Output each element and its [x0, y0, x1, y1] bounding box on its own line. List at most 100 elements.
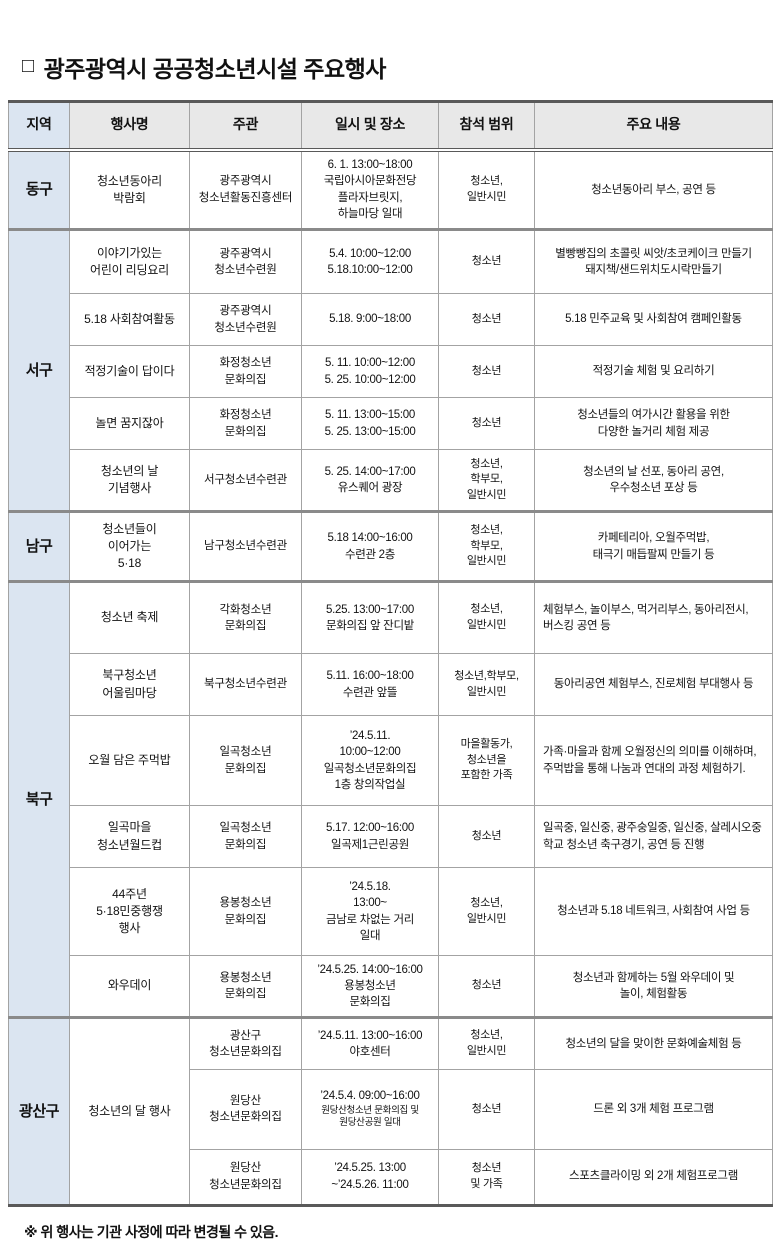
table-row: 북구청소년 어울림마당 북구청소년수련관 5.11. 16:00~18:00 수… [9, 653, 773, 716]
detail-cell: 동아리공연 체험부스, 진로체험 부대행사 등 [534, 653, 773, 716]
detail-cell: 청소년의 달을 맞이한 문화예술체험 등 [534, 1016, 773, 1070]
table-row: 오월 담은 주먹밥 일곡청소년 문화의집 ’24.5.11. 10:00~12:… [9, 715, 773, 806]
org-cell: 용봉청소년 문화의집 [189, 955, 302, 1018]
event-cell: 44주년 5·18민중행쟁 행사 [69, 867, 190, 956]
detail-cell: 5.18 민주교육 및 사회참여 캠페인활동 [534, 293, 773, 346]
attend-cell: 청소년 [438, 228, 535, 294]
table-row: 서구 이야기가있는 어린이 리딩요리 광주광역시 청소년수련원 5.4. 10:… [8, 228, 773, 512]
when-cell: 5.25. 13:00~17:00 문화의집 앞 잔디밭 [301, 580, 439, 654]
event-cell: 북구청소년 어울림마당 [69, 653, 190, 716]
region-cell: 서구 [8, 228, 70, 512]
event-cell: 일곡마을 청소년월드컵 [69, 805, 190, 868]
org-cell: 원당산 청소년문화의집 [189, 1069, 302, 1150]
table-row: 일곡마을 청소년월드컵 일곡청소년 문화의집 5.17. 12:00~16:00… [9, 805, 773, 868]
when-cell: ’24.5.4. 09:00~16:00 원당산청소년 문화의집 및 원당산공원… [301, 1069, 439, 1150]
when-main-text: ’24.5.4. 09:00~16:00 [320, 1090, 420, 1103]
detail-cell: 체험부스, 놀이부스, 먹거리부스, 동아리전시, 버스킹 공연 등 [534, 580, 773, 654]
region-cell: 남구 [8, 510, 70, 582]
col-header-when: 일시 및 장소 [301, 101, 439, 152]
table-row: 놀면 꿈지잖아 화정청소년 문화의집 5. 11. 13:00~15:00 5.… [9, 397, 773, 450]
when-cell: 5.18 14:00~16:00 수련관 2층 [301, 510, 439, 582]
event-cell: 청소년 축제 [69, 580, 190, 654]
detail-cell: 청소년의 날 선포, 동아리 공연, 우수청소년 포상 등 [534, 449, 773, 512]
page-title-text: 광주광역시 공공청소년시설 주요행사 [43, 56, 387, 82]
table-row: 와우데이 용봉청소년 문화의집 ’24.5.25. 14:00~16:00 용봉… [9, 955, 773, 1018]
event-cell: 와우데이 [69, 955, 190, 1018]
header-row: 지역 행사명 주관 일시 및 장소 참석 범위 주요 내용 [8, 101, 773, 152]
detail-cell: 카페테리아, 오월주먹밥, 태극기 매듭팔찌 만들기 등 [534, 510, 773, 582]
org-cell: 일곡청소년 문화의집 [189, 715, 302, 806]
attend-cell: 청소년, 일반시민 [438, 149, 535, 230]
when-cell: ’24.5.18. 13:00~ 금남로 차없는 거리 일대 [301, 867, 439, 956]
attend-cell: 청소년 [438, 345, 535, 398]
detail-cell: 가족·마을과 함께 오월정신의 의미를 이해하며, 주먹밥을 통해 나눔과 연대… [534, 715, 773, 806]
org-cell: 화정청소년 문화의집 [189, 397, 302, 450]
footnote: ※ 위 행사는 기관 사정에 따라 변경될 수 있음. [24, 1223, 279, 1240]
when-cell: ’24.5.11. 13:00~16:00 야호센터 [301, 1016, 439, 1070]
table-row: 청소년의 날 기념행사 서구청소년수련관 5. 25. 14:00~17:00 … [9, 449, 773, 512]
event-cell: 놀면 꿈지잖아 [69, 397, 190, 450]
col-header-org: 주관 [189, 101, 302, 152]
table-row: 북구 청소년 축제 각화청소년 문화의집 5.25. 13:00~17:00 문… [8, 580, 773, 1018]
attend-cell: 청소년 [438, 293, 535, 346]
attend-cell: 청소년,학부모, 일반시민 [438, 653, 535, 716]
square-bullet-icon: □ [22, 54, 34, 77]
attend-cell: 청소년, 일반시민 [438, 1016, 535, 1070]
org-cell: 용봉청소년 문화의집 [189, 867, 302, 956]
detail-cell: 별빵빵집의 초콜릿 씨앗/초코케이크 만들기 돼지책/샌드위치도시락만들기 [534, 228, 773, 294]
when-cell: ’24.5.25. 14:00~16:00 용봉청소년 문화의집 [301, 955, 439, 1018]
attend-cell: 청소년, 일반시민 [438, 580, 535, 654]
detail-cell: 청소년과 5.18 네트워크, 사회참여 사업 등 [534, 867, 773, 956]
page-title: □ 광주광역시 공공청소년시설 주요행사 [22, 50, 772, 84]
detail-cell: 드론 외 3개 체험 프로그램 [534, 1069, 773, 1150]
detail-cell: 청소년동아리 부스, 공연 등 [534, 149, 773, 230]
attend-cell: 마을활동가, 청소년을 포함한 가족 [438, 715, 535, 806]
event-cell: 적정기술이 답이다 [69, 345, 190, 398]
org-cell: 광주광역시 청소년수련원 [189, 228, 302, 294]
detail-cell: 적정기술 체험 및 요리하기 [534, 345, 773, 398]
org-cell: 남구청소년수련관 [189, 510, 302, 582]
org-cell: 원당산 청소년문화의집 [189, 1148, 302, 1206]
detail-cell: 일곡중, 일신중, 광주숭일중, 일신중, 살레시오중학교 청소년 축구경기, … [534, 805, 773, 868]
events-table: 지역 행사명 주관 일시 및 장소 참석 범위 주요 내용 동구 청소년동아리 … [8, 100, 773, 1207]
attend-cell: 청소년 및 가족 [438, 1148, 535, 1206]
attend-cell: 청소년, 학부모, 일반시민 [438, 449, 535, 512]
col-header-region: 지역 [8, 101, 70, 152]
when-cell: 5.4. 10:00~12:00 5.18.10:00~12:00 [301, 228, 439, 294]
when-cell: 5.18. 9:00~18:00 [301, 293, 439, 346]
col-header-attend: 참석 범위 [438, 101, 535, 152]
region-cell: 북구 [8, 580, 70, 1018]
attend-cell: 청소년, 학부모, 일반시민 [438, 510, 535, 582]
when-cell: ’24.5.25. 13:00 ~’24.5.26. 11:00 [301, 1148, 439, 1206]
org-cell: 광산구 청소년문화의집 [189, 1016, 302, 1070]
when-cell: 5.11. 16:00~18:00 수련관 앞뜰 [301, 653, 439, 716]
table-row: 적정기술이 답이다 화정청소년 문화의집 5. 11. 10:00~12:00 … [9, 345, 773, 398]
when-cell: 5.17. 12:00~16:00 일곡제1근린공원 [301, 805, 439, 868]
attend-cell: 청소년 [438, 1069, 535, 1150]
detail-cell: 청소년과 함께하는 5월 와우데이 및 놀이, 체험활동 [534, 955, 773, 1018]
attend-cell: 청소년 [438, 397, 535, 450]
event-cell: 청소년의 날 기념행사 [69, 449, 190, 512]
org-cell: 광주광역시 청소년활동진흥센터 [189, 149, 302, 230]
table-row: 동구 청소년동아리 박람회 광주광역시 청소년활동진흥센터 6. 1. 13:0… [8, 149, 773, 230]
table-row: 원당산 청소년문화의집 ’24.5.4. 09:00~16:00 원당산청소년 … [9, 1069, 773, 1150]
event-cell: 청소년동아리 박람회 [69, 149, 190, 230]
when-cell: ’24.5.11. 10:00~12:00 일곡청소년문화의집 1층 창의작업실 [301, 715, 439, 806]
table-row: 원당산 청소년문화의집 ’24.5.25. 13:00 ~’24.5.26. 1… [9, 1148, 773, 1206]
when-cell: 5. 11. 10:00~12:00 5. 25. 10:00~12:00 [301, 345, 439, 398]
event-cell: 청소년의 달 행사 [69, 1016, 190, 1206]
when-cell: 6. 1. 13:00~18:00 국립아시아문화전당 플라자브릿지, 하늘마당… [301, 149, 439, 230]
table-row: 남구 청소년들이 이어가는 5·18 남구청소년수련관 5.18 14:00~1… [8, 510, 773, 582]
detail-cell: 청소년들의 여가시간 활용을 위한 다양한 놀거리 체험 제공 [534, 397, 773, 450]
detail-cell: 스포츠클라이밍 외 2개 체험프로그램 [534, 1148, 773, 1206]
col-header-event: 행사명 [69, 101, 190, 152]
attend-cell: 청소년 [438, 955, 535, 1018]
org-cell: 일곡청소년 문화의집 [189, 805, 302, 868]
org-cell: 각화청소년 문화의집 [189, 580, 302, 654]
when-cell: 5. 11. 13:00~15:00 5. 25. 13:00~15:00 [301, 397, 439, 450]
table-row: 5.18 사회참여활동 광주광역시 청소년수련원 5.18. 9:00~18:0… [9, 293, 773, 346]
attend-cell: 청소년, 일반시민 [438, 867, 535, 956]
org-cell: 화정청소년 문화의집 [189, 345, 302, 398]
event-cell: 오월 담은 주먹밥 [69, 715, 190, 806]
